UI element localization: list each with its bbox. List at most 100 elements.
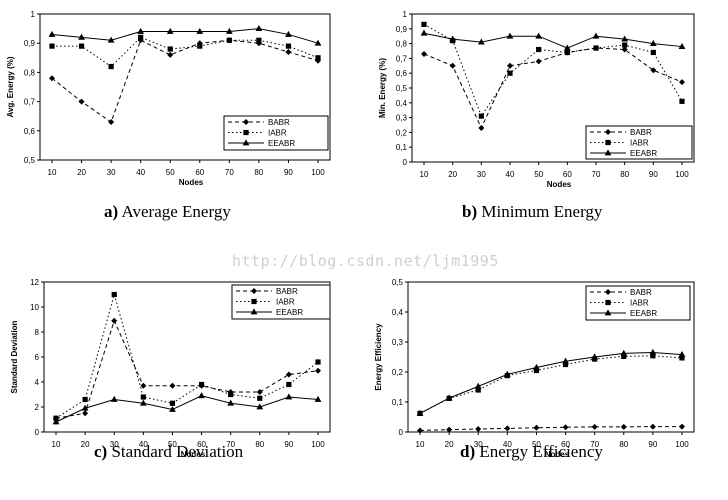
y-axis-label: Avg. Energy (%) <box>6 56 15 117</box>
data-point-eeabr <box>506 32 514 39</box>
chart-panel-minimum-energy: 0 0,1 0,2 0,3 0,4 0,5 0,6 0,7 0,8 0,9 1 10 20 30 40 50 6… <box>364 0 728 230</box>
y-tick-label: 0,3 <box>396 114 408 123</box>
data-point-babr <box>169 382 176 389</box>
y-tick-label: 2 <box>35 403 40 412</box>
legend-label-babr: BABR <box>276 287 298 296</box>
caption-text: Energy Efficiency <box>479 442 603 461</box>
data-point-eeabr <box>449 35 457 42</box>
chart-energy-efficiency: 0 0,1 0,2 0,3 0,4 0,5 10 20 30 40 50 60 70 80 90 100 Nod… <box>374 278 695 459</box>
legend-marker-iabr <box>605 299 611 306</box>
y-tick-label: 0,7 <box>396 54 408 63</box>
x-tick-label: 90 <box>284 440 293 449</box>
data-point-babr <box>256 389 263 395</box>
data-point-iabr <box>197 43 203 49</box>
data-point-babr <box>446 426 453 433</box>
data-point-babr <box>475 426 482 432</box>
legend-label-babr: BABR <box>268 118 290 127</box>
caption-text: Minimum Energy <box>481 202 603 221</box>
legend-marker-babr <box>251 288 257 294</box>
data-point-babr <box>591 423 598 430</box>
x-tick-label: 20 <box>445 440 454 449</box>
data-point-iabr <box>228 391 234 398</box>
caption-average-energy: a) Average Energy <box>104 202 231 222</box>
data-point-eeabr <box>592 32 600 39</box>
series-line-iabr <box>419 355 683 414</box>
y-tick-label: 0 <box>35 428 40 437</box>
data-point-eeabr <box>649 40 657 46</box>
y-tick-label: 10 <box>30 303 39 312</box>
data-point-babr <box>315 367 321 374</box>
data-point-eeabr <box>503 370 511 377</box>
series-eeabr <box>52 392 322 425</box>
data-point-iabr <box>49 43 55 49</box>
series-eeabr <box>416 348 686 416</box>
y-tick-label: 12 <box>30 278 39 287</box>
data-point-eeabr <box>137 27 145 34</box>
data-point-iabr <box>593 45 599 51</box>
series-line-eeabr <box>423 32 683 49</box>
y-tick-label: 0,6 <box>24 127 36 136</box>
data-point-eeabr <box>285 393 293 400</box>
data-point-babr <box>649 423 656 430</box>
series-iabr <box>417 353 685 416</box>
data-point-babr <box>417 427 423 434</box>
y-tick-label: 0,5 <box>24 156 36 165</box>
data-point-eeabr <box>225 27 233 34</box>
data-point-iabr <box>108 63 114 70</box>
caption-letter: d) <box>460 442 476 461</box>
data-point-eeabr <box>621 35 629 42</box>
y-tick-label: 0,3 <box>392 338 404 347</box>
x-axis-label: Nodes <box>181 450 206 459</box>
caption-letter: a) <box>104 202 119 221</box>
chart-panel-energy-efficiency: 0 0,1 0,2 0,3 0,4 0,5 10 20 30 40 50 60 70 80 90 100 Nod… <box>364 270 728 500</box>
legend-marker-eeabr <box>604 149 612 156</box>
series-babr <box>417 423 685 434</box>
x-tick-label: 10 <box>52 440 61 449</box>
data-point-babr <box>562 424 569 431</box>
legend-marker-iabr <box>251 298 257 305</box>
y-tick-label: 0,5 <box>392 278 404 287</box>
x-tick-label: 40 <box>136 168 145 177</box>
data-point-eeabr <box>678 351 686 357</box>
x-tick-label: 70 <box>592 170 601 179</box>
data-point-eeabr <box>591 353 599 360</box>
y-tick-label: 0,1 <box>392 398 404 407</box>
y-tick-label: 0,4 <box>392 308 404 317</box>
x-tick-label: 70 <box>226 440 235 449</box>
data-point-iabr <box>82 396 88 403</box>
data-point-eeabr <box>314 395 322 402</box>
data-point-babr <box>650 67 657 74</box>
legend-label-iabr: IABR <box>268 129 287 138</box>
legend-label-iabr: IABR <box>630 139 649 148</box>
data-point-iabr <box>286 381 292 388</box>
data-point-eeabr <box>48 30 56 37</box>
watermark-text: http://blog.csdn.net/ljm1995 <box>232 252 499 270</box>
x-tick-label: 80 <box>254 168 263 177</box>
series-line-eeabr <box>51 28 319 44</box>
legend-label-eeabr: EEABR <box>630 309 657 318</box>
data-point-babr <box>78 98 85 105</box>
series-line-babr <box>423 47 683 130</box>
data-point-babr <box>285 48 292 55</box>
x-tick-label: 60 <box>197 440 206 449</box>
caption-minimum-energy: b) Minimum Energy <box>462 202 602 222</box>
legend-label-babr: BABR <box>630 288 652 297</box>
chart-panel-average-energy: 0,5 0,6 0,7 0,8 0,9 1 10 20 30 40 50 60 70 80 90 100 Nod… <box>0 0 364 230</box>
data-point-iabr <box>256 37 262 43</box>
series-line-iabr <box>55 292 319 419</box>
x-tick-label: 80 <box>255 440 264 449</box>
legend-label-eeabr: EEABR <box>630 149 657 158</box>
x-tick-label: 70 <box>590 440 599 449</box>
y-tick-label: 0,9 <box>396 25 408 34</box>
data-point-babr <box>620 423 627 430</box>
legend-marker-iabr <box>605 139 611 146</box>
x-tick-label: 50 <box>166 168 175 177</box>
data-point-babr <box>49 75 55 82</box>
data-point-babr <box>679 79 685 86</box>
data-point-eeabr <box>256 403 264 410</box>
x-tick-label: 10 <box>420 170 429 179</box>
y-tick-label: 8 <box>35 328 40 337</box>
y-tick-label: 0,5 <box>396 84 408 93</box>
y-tick-label: 0,2 <box>392 368 404 377</box>
data-point-babr <box>108 119 115 126</box>
